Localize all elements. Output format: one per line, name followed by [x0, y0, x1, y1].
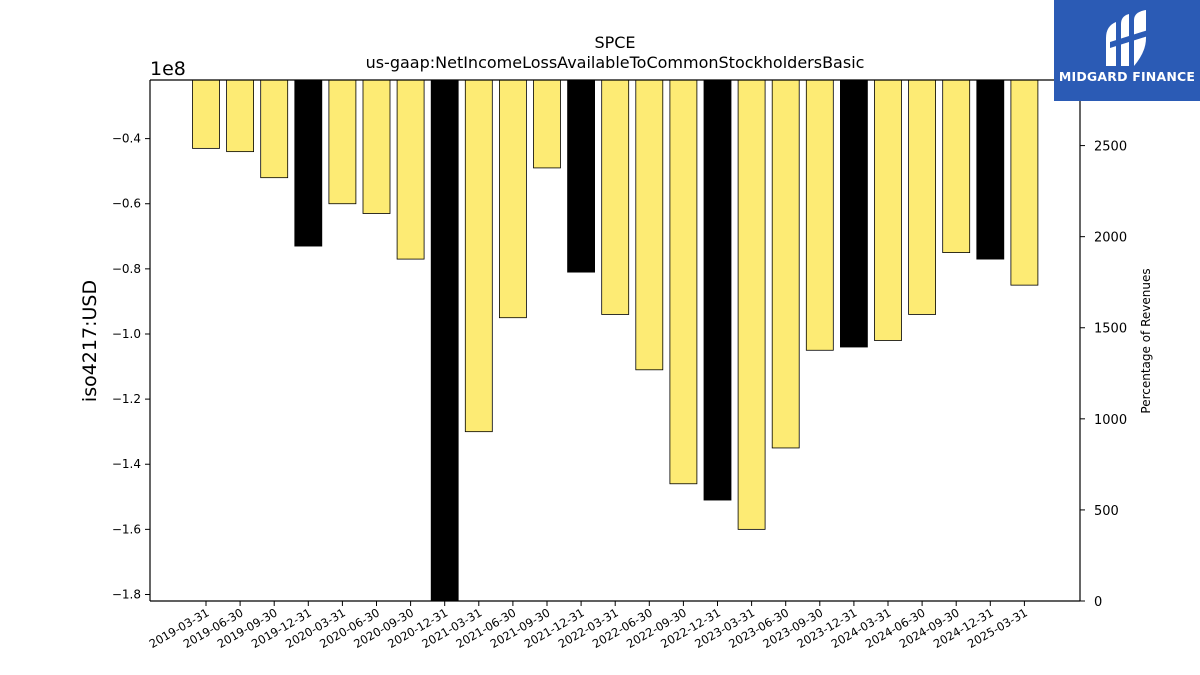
y-tick-label: −1.2: [112, 392, 141, 406]
bar: [840, 79, 868, 348]
bar: [567, 79, 595, 273]
bar: [1010, 79, 1039, 286]
brand-logo: MIDGARD FINANCE: [1054, 0, 1200, 101]
y-tick-label: −0.6: [112, 197, 141, 211]
bar: [703, 79, 732, 501]
bar: [294, 79, 323, 247]
bar: [362, 79, 391, 214]
brand-mark-icon: [1106, 10, 1148, 66]
y-tick-label: −0.8: [112, 262, 141, 276]
bar: [874, 79, 902, 341]
bar: [805, 79, 834, 351]
bar: [771, 79, 800, 449]
y2-tick-label: 2500: [1094, 140, 1127, 155]
bar: [908, 79, 936, 315]
y2-tick-label: 1500: [1094, 322, 1127, 337]
y2-tick-label: 0: [1094, 595, 1102, 610]
bar: [192, 79, 220, 149]
chart-subtitle: us-gaap:NetIncomeLossAvailableToCommonSt…: [366, 53, 865, 72]
y-axis-label: iso4217:USD: [79, 280, 101, 402]
bar: [260, 79, 289, 179]
bar: [533, 79, 561, 169]
y2-tick-label: 2000: [1094, 231, 1127, 246]
bar: [737, 79, 766, 530]
bar: [601, 79, 630, 315]
bar: [669, 79, 698, 485]
y-tick-label: −1.0: [112, 327, 141, 341]
bar: [226, 79, 255, 153]
bar: [464, 79, 493, 433]
bar: [396, 79, 425, 260]
y-tick-label: −0.4: [112, 132, 141, 146]
y-tick-label: −1.6: [112, 522, 141, 536]
bar: [430, 79, 459, 602]
bar: [942, 79, 971, 253]
y-offset-label: 1e8: [150, 58, 186, 80]
y2-axis-label: Percentage of Revenues: [1139, 268, 1153, 413]
brand-name: MIDGARD FINANCE: [1058, 69, 1196, 84]
bar: [635, 79, 664, 371]
bar: [498, 79, 527, 319]
chart-title: SPCE: [594, 33, 635, 52]
bar: [328, 79, 357, 205]
y2-tick-label: 1000: [1094, 413, 1127, 428]
y-tick-label: −1.8: [112, 587, 141, 601]
y-tick-label: −1.4: [112, 457, 141, 471]
y2-tick-label: 500: [1094, 504, 1119, 519]
bar: [976, 79, 1005, 260]
